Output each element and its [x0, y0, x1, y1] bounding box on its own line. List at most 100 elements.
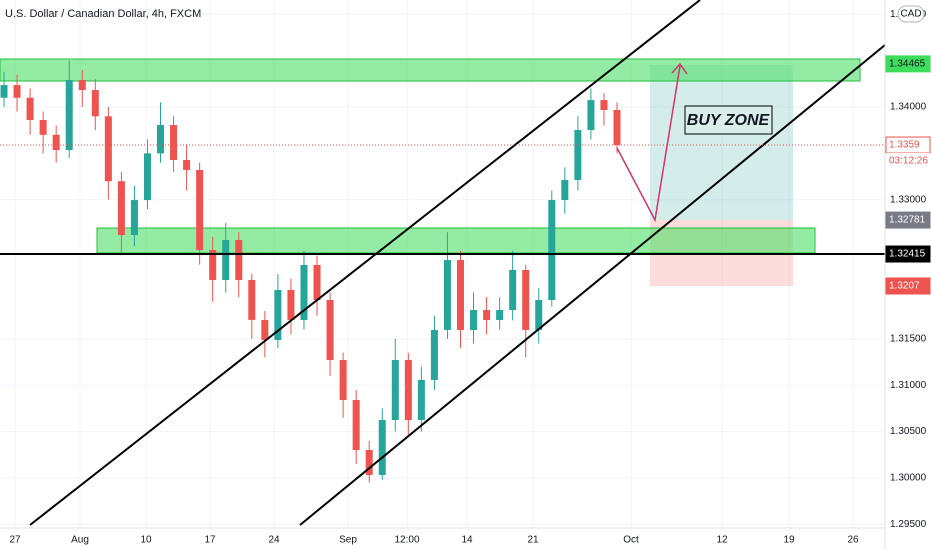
candle — [26, 88, 34, 135]
candle — [183, 144, 191, 191]
candle-body — [52, 134, 60, 151]
candle-body — [496, 310, 504, 320]
candle — [470, 292, 478, 344]
candle-body — [574, 130, 582, 181]
candle — [39, 111, 47, 154]
candle-body — [339, 360, 347, 400]
candle — [443, 232, 451, 339]
candle-body — [326, 300, 334, 361]
candle — [574, 116, 582, 191]
y-tick-label: 1.29500 — [890, 519, 927, 530]
candle-body — [157, 125, 165, 154]
candle-body — [430, 329, 438, 380]
candle — [91, 79, 99, 131]
candle-body — [391, 360, 399, 421]
countdown-badge — [886, 153, 930, 170]
candle-body — [170, 125, 178, 160]
candle — [157, 102, 165, 163]
candle-body — [470, 310, 478, 330]
candle — [52, 125, 60, 163]
candle — [248, 273, 256, 339]
candle-body — [209, 250, 217, 280]
candle-body — [456, 260, 464, 330]
candle — [417, 366, 425, 432]
candle-body — [0, 85, 8, 98]
candles — [0, 60, 621, 483]
candle-body — [104, 116, 112, 182]
candle — [222, 222, 230, 293]
y-tick-label: 1.30500 — [890, 426, 927, 437]
candle-body — [222, 240, 230, 280]
x-tick-label: Sep — [339, 535, 357, 546]
chart-title: U.S. Dollar / Canadian Dollar, 4h, FXCM — [5, 8, 201, 20]
candle — [143, 139, 151, 210]
candle — [456, 250, 464, 349]
candle — [613, 102, 621, 154]
candle-body — [183, 159, 191, 170]
countdown: 03:12:26 — [889, 156, 928, 167]
price-badge — [885, 245, 931, 263]
candle-body — [313, 264, 321, 301]
y-tick-label: 1.34000 — [890, 102, 927, 113]
candle — [287, 278, 295, 335]
candle — [535, 287, 543, 344]
price-badge-label: 1.34465 — [889, 59, 926, 70]
candle-body — [91, 90, 99, 117]
candle-body — [443, 260, 451, 330]
candle-body — [378, 420, 386, 476]
candle — [300, 250, 308, 330]
candle-body — [587, 100, 595, 131]
x-tick-label: Aug — [71, 535, 89, 546]
price-badge — [885, 55, 931, 73]
currency: CAD — [900, 9, 921, 20]
candle — [561, 167, 569, 214]
candle-body — [196, 169, 204, 251]
candle-body — [39, 120, 47, 135]
candle — [339, 352, 347, 418]
annotation: BUY ZONE — [687, 112, 771, 129]
candle-body — [65, 80, 73, 151]
candle — [391, 338, 399, 432]
candle — [104, 107, 112, 200]
candle — [274, 273, 282, 349]
candle-body — [483, 310, 491, 320]
channel-line — [299, 44, 886, 526]
currency-badge[interactable] — [897, 5, 925, 23]
candle — [352, 389, 360, 465]
candle — [522, 264, 530, 358]
candle-body — [417, 379, 425, 421]
candle — [326, 292, 334, 376]
candle-body — [300, 264, 308, 320]
y-tick-label: 1.33000 — [890, 194, 927, 205]
annotation-box — [684, 105, 773, 135]
x-tick-label: 17 — [204, 535, 216, 546]
path-arrow — [616, 65, 681, 223]
candle — [378, 408, 386, 480]
price-badge — [885, 277, 931, 295]
x-tick-label: 12 — [716, 535, 728, 546]
candle-body — [248, 279, 256, 320]
candle — [587, 88, 595, 140]
channel-line — [29, 0, 701, 526]
candle — [404, 352, 412, 437]
candle — [209, 236, 217, 302]
candle-body — [130, 200, 138, 235]
candle-body — [26, 97, 34, 121]
candle — [261, 311, 269, 358]
candle-body — [235, 240, 243, 280]
price-badge — [885, 211, 931, 229]
candle-body — [522, 269, 530, 330]
candle — [365, 440, 373, 483]
price-badge-label: 1.3359 — [889, 140, 920, 151]
axes: 1.29500 1.30000 1.30500 1.31000 1.31500 1.330… — [9, 9, 926, 546]
resistance-zone — [0, 58, 861, 82]
x-tick-label: 21 — [527, 535, 539, 546]
support-zone — [96, 227, 816, 254]
candle-body — [535, 300, 543, 330]
candle — [78, 69, 86, 108]
candle-body — [404, 360, 412, 421]
candle-body — [352, 399, 360, 450]
candle — [196, 162, 204, 265]
candle — [600, 93, 608, 126]
price-badge-label: 1.32415 — [889, 249, 926, 260]
